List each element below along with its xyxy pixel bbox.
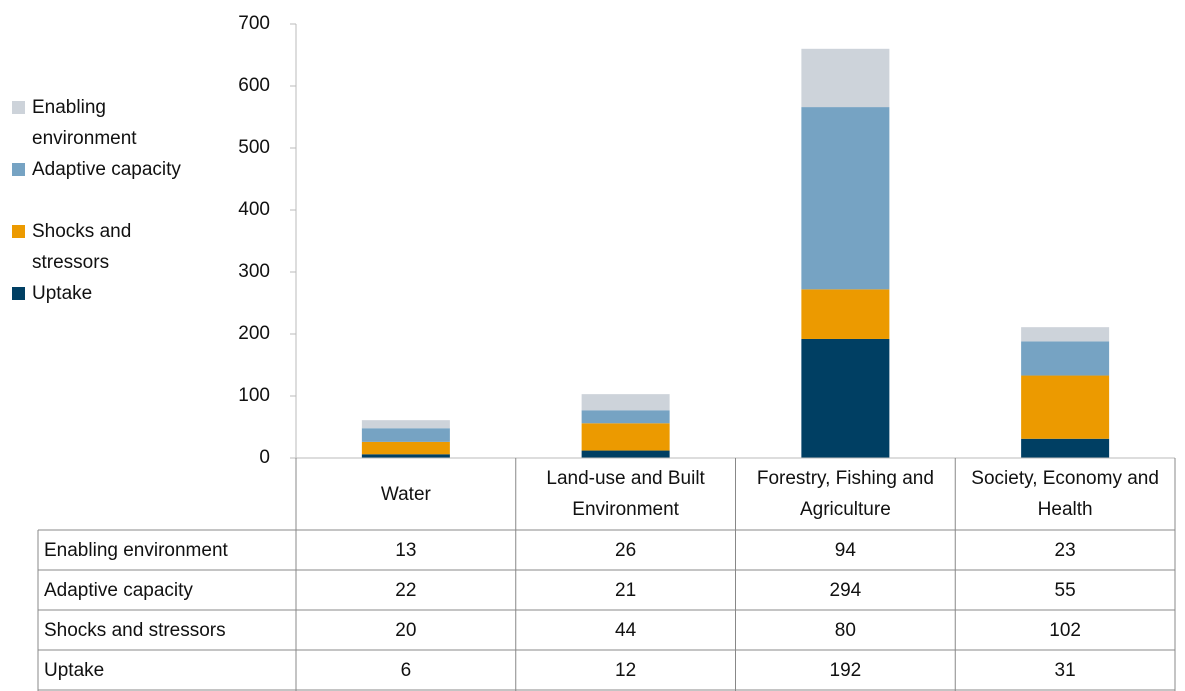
legend-label: Enabling environment — [32, 97, 137, 149]
legend-swatch — [12, 101, 25, 114]
legend-swatch — [12, 287, 25, 300]
bar-segment — [1021, 375, 1110, 439]
bar-segment — [581, 450, 670, 458]
table-value: 20 — [395, 620, 416, 641]
legend-swatch — [12, 163, 25, 176]
y-tick-label: 700 — [238, 13, 270, 34]
table-value: 22 — [395, 580, 416, 601]
table-value: 102 — [1049, 620, 1081, 641]
category-label: Water — [380, 483, 431, 505]
y-tick-label: 200 — [238, 323, 270, 344]
bar-segment — [361, 428, 450, 442]
bar-segment — [361, 454, 450, 458]
y-tick-label: 100 — [238, 385, 270, 406]
legend-swatch — [12, 225, 25, 238]
table-value: 294 — [830, 580, 862, 601]
table-value: 12 — [615, 660, 636, 681]
category-label: Land-use and Built Environment — [546, 468, 705, 520]
y-tick-label: 600 — [238, 75, 270, 96]
table-value: 55 — [1055, 580, 1076, 601]
y-tick-label: 400 — [238, 199, 270, 220]
bar-segment — [581, 410, 670, 424]
table-value: 80 — [835, 620, 856, 641]
row-label: Enabling environment — [44, 539, 228, 561]
category-label: Society, Economy and Health — [971, 468, 1159, 520]
table-value: 26 — [615, 540, 636, 561]
legend-label: Uptake — [32, 283, 93, 304]
table-value: 94 — [835, 540, 857, 561]
table-value: 23 — [1055, 540, 1076, 561]
legend-label: Adaptive capacity — [32, 159, 181, 180]
bar-segment — [361, 420, 450, 429]
table-value: 31 — [1055, 660, 1076, 681]
row-label: Shocks and stressors — [44, 619, 226, 641]
bar-segment — [1021, 341, 1110, 376]
table-value: 13 — [395, 540, 416, 561]
row-label: Uptake — [44, 659, 105, 681]
bar-segment — [1021, 438, 1110, 458]
table-value: 44 — [615, 620, 637, 641]
y-tick-label: 500 — [238, 137, 270, 158]
y-tick-label: 0 — [259, 447, 270, 468]
table-value: 6 — [401, 660, 412, 681]
row-label: Adaptive capacity — [44, 579, 193, 601]
legend-label: Shocks and stressors — [32, 221, 132, 273]
table-value: 21 — [615, 580, 636, 601]
bar-segment — [801, 289, 890, 339]
bar-segment — [581, 394, 670, 411]
bar-segment — [1021, 327, 1110, 342]
category-label: Forestry, Fishing and Agriculture — [756, 468, 934, 520]
bar-segment — [801, 338, 890, 458]
bar-segment — [801, 48, 890, 108]
bar-segment — [361, 441, 450, 455]
table-value: 192 — [830, 660, 862, 681]
y-tick-label: 300 — [238, 261, 270, 282]
bar-segment — [581, 423, 670, 451]
bar-segment — [801, 107, 890, 290]
